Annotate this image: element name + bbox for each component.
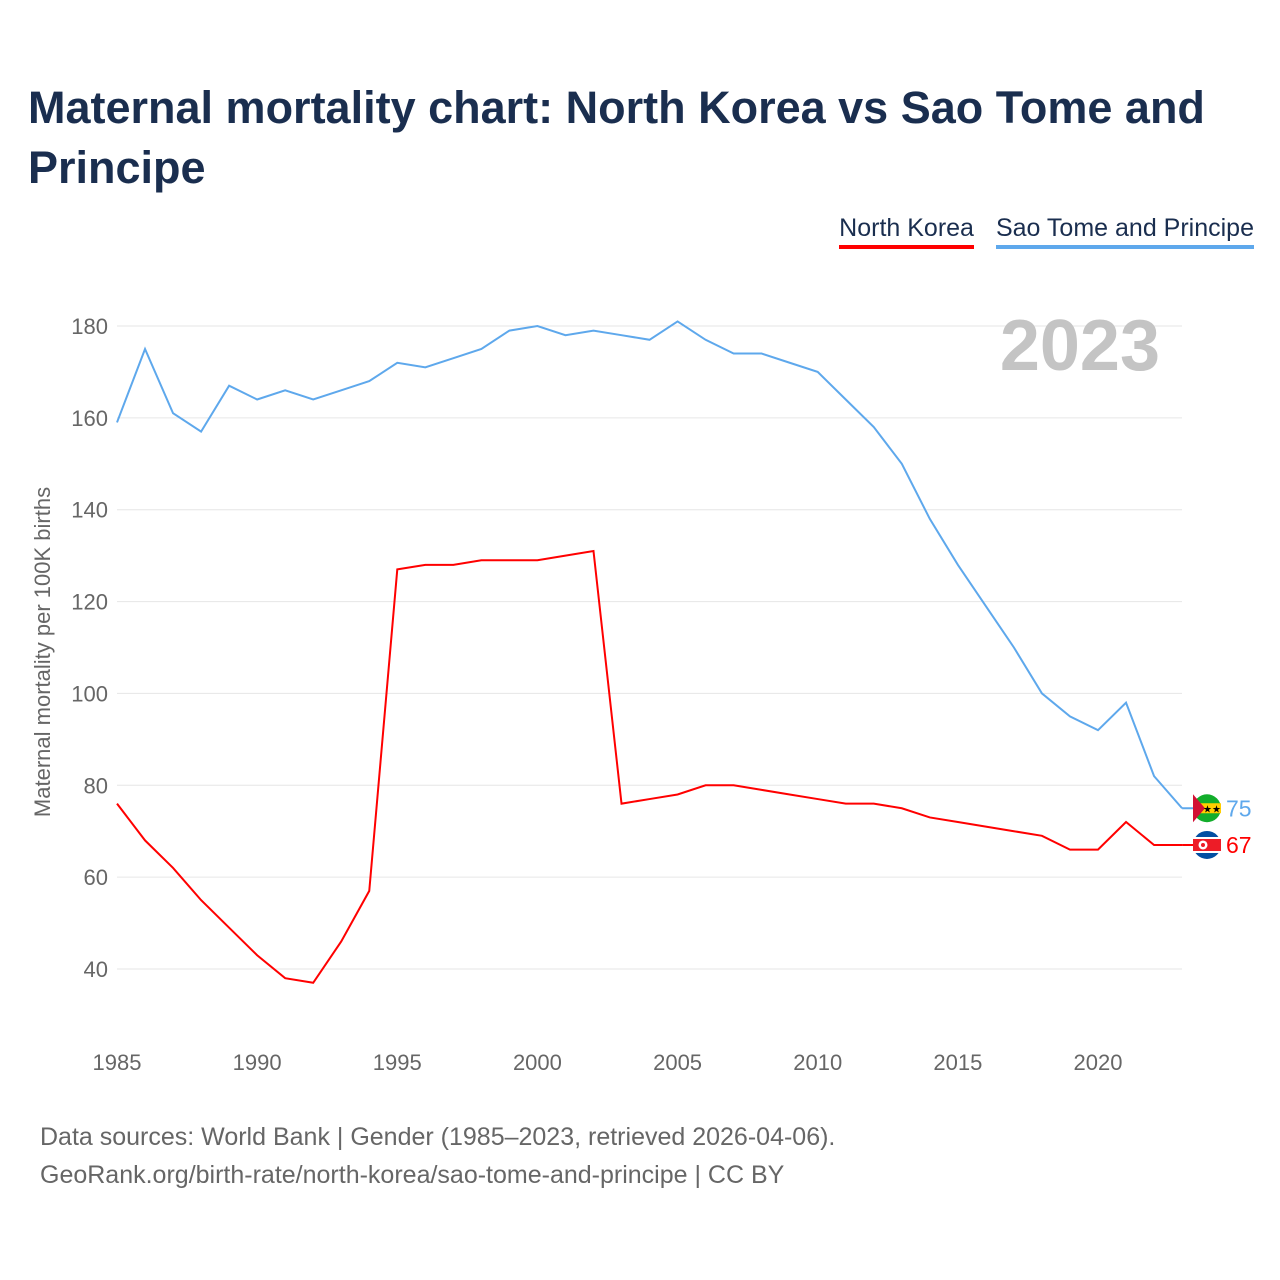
y-tick-label: 60 [84,865,108,890]
end-value-label: 75 [1226,795,1252,821]
y-tick-label: 100 [71,681,108,706]
y-tick-label: 180 [71,314,108,339]
y-axis-label: Maternal mortality per 100K births [30,487,55,817]
source-line-2[interactable]: GeoRank.org/birth-rate/north-korea/sao-t… [40,1161,785,1189]
x-tick-label: 2010 [793,1050,842,1075]
y-tick-label: 80 [84,773,108,798]
x-tick-label: 2000 [513,1050,562,1075]
legend-north-korea[interactable]: North Korea [839,214,974,249]
x-tick-label: 2020 [1074,1050,1123,1075]
chart-title: Maternal mortality chart: North Korea vs… [28,82,1205,193]
source-note: Data sources: World Bank | Gender (1985–… [40,1118,835,1194]
north-korea-flag-icon [1193,830,1221,859]
series-line-sao-tome[interactable] [116,320,1183,809]
x-tick-label: 1990 [233,1050,282,1075]
end-value-label: 67 [1226,832,1252,858]
series-line-north-korea[interactable] [116,549,1183,984]
source-line-1: Data sources: World Bank | Gender (1985–… [40,1123,836,1151]
legend-sao-tome[interactable]: Sao Tome and Principe [995,214,1254,249]
x-tick-label: 2005 [653,1050,702,1075]
x-tick-label: 2015 [933,1050,982,1075]
svg-text:★★: ★★ [1203,804,1221,815]
year-label: 2023 [1000,306,1160,386]
y-tick-label: 160 [71,406,108,431]
sao-tome-flag-icon: ★★ [1193,794,1221,823]
x-tick-label: 1995 [373,1050,422,1075]
y-tick-label: 140 [71,498,108,523]
y-tick-label: 40 [84,957,108,982]
legend: North Korea Sao Tome and Principe [839,214,1254,249]
x-tick-label: 1985 [93,1050,142,1075]
y-tick-label: 120 [71,590,108,615]
